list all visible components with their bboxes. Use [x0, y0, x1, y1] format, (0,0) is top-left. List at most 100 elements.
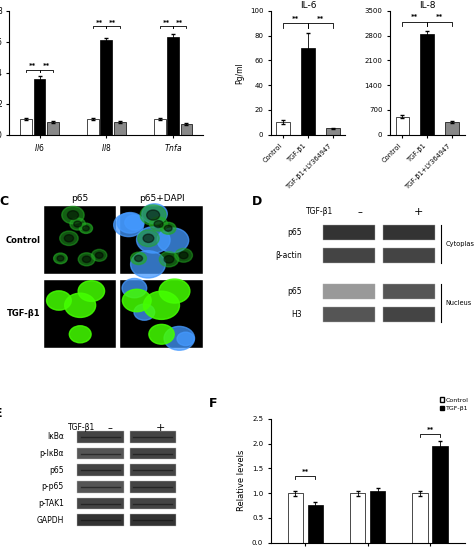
Circle shape: [69, 326, 91, 343]
Circle shape: [135, 255, 143, 261]
Bar: [181, 124, 192, 135]
Circle shape: [64, 235, 73, 242]
Bar: [34, 79, 46, 135]
Circle shape: [82, 256, 91, 262]
Text: –: –: [108, 423, 113, 432]
Circle shape: [54, 253, 67, 264]
Title: IL-6: IL-6: [300, 1, 316, 10]
Circle shape: [79, 223, 92, 233]
Bar: [77, 481, 124, 493]
Circle shape: [60, 231, 78, 246]
Bar: [326, 128, 340, 135]
Text: IκBα: IκBα: [47, 432, 64, 441]
Circle shape: [64, 293, 96, 317]
Text: C: C: [0, 195, 9, 208]
Circle shape: [122, 289, 151, 312]
Bar: [383, 307, 436, 322]
Text: Cytoplasm: Cytoplasm: [445, 241, 474, 247]
Bar: [383, 248, 436, 263]
Circle shape: [125, 215, 144, 230]
Bar: [301, 48, 315, 135]
Circle shape: [159, 279, 190, 303]
Circle shape: [157, 228, 189, 253]
Text: Control: Control: [6, 236, 40, 245]
Bar: [288, 493, 303, 543]
Bar: [370, 490, 385, 543]
Bar: [47, 122, 59, 135]
Bar: [154, 119, 165, 135]
Circle shape: [82, 226, 89, 231]
Text: p65: p65: [287, 287, 302, 296]
Circle shape: [142, 204, 167, 224]
Circle shape: [91, 249, 107, 261]
Text: **: **: [317, 16, 324, 22]
Circle shape: [70, 218, 85, 230]
Text: p65: p65: [72, 193, 89, 203]
Text: **: **: [163, 20, 170, 26]
Text: **: **: [436, 14, 443, 20]
Bar: [129, 515, 176, 526]
Circle shape: [140, 205, 166, 225]
Bar: [45, 280, 116, 348]
Text: F: F: [209, 397, 218, 410]
Text: Nucleus: Nucleus: [445, 300, 472, 306]
Circle shape: [78, 281, 105, 301]
Text: H3: H3: [291, 310, 302, 319]
Bar: [420, 34, 434, 135]
Circle shape: [62, 206, 84, 224]
Circle shape: [179, 252, 188, 259]
Circle shape: [161, 222, 176, 234]
Text: **: **: [176, 20, 183, 26]
Text: D: D: [252, 195, 262, 208]
Bar: [276, 122, 290, 135]
Circle shape: [122, 278, 147, 298]
Text: p-TAK1: p-TAK1: [38, 499, 64, 508]
Text: p-p65: p-p65: [41, 482, 64, 492]
Bar: [120, 206, 203, 273]
Bar: [323, 248, 375, 263]
Bar: [77, 448, 124, 459]
Circle shape: [117, 213, 144, 233]
Y-axis label: Relative levels: Relative levels: [237, 450, 246, 511]
Circle shape: [143, 234, 154, 242]
Text: **: **: [96, 20, 103, 26]
Circle shape: [78, 253, 95, 266]
Text: p65: p65: [49, 466, 64, 475]
Bar: [20, 119, 32, 135]
Bar: [323, 284, 375, 299]
Circle shape: [67, 210, 79, 219]
Text: +: +: [413, 207, 423, 217]
Text: E: E: [0, 407, 2, 420]
Text: p-IκBα: p-IκBα: [39, 449, 64, 458]
Circle shape: [164, 225, 172, 231]
Circle shape: [144, 291, 180, 319]
Bar: [167, 37, 179, 135]
Title: IL-8: IL-8: [419, 1, 436, 10]
Text: p65+DAPI: p65+DAPI: [139, 193, 184, 203]
Bar: [77, 464, 124, 476]
Bar: [432, 446, 448, 543]
Text: GAPDH: GAPDH: [36, 516, 64, 525]
Text: **: **: [301, 469, 309, 475]
Circle shape: [146, 210, 160, 220]
Bar: [129, 431, 176, 443]
Circle shape: [150, 217, 167, 231]
Circle shape: [149, 324, 174, 344]
Circle shape: [175, 248, 192, 262]
Text: **: **: [411, 14, 419, 20]
Text: **: **: [29, 63, 36, 69]
Text: **: **: [109, 20, 117, 26]
Bar: [350, 493, 365, 543]
Circle shape: [138, 230, 159, 247]
Bar: [396, 117, 409, 135]
Circle shape: [95, 252, 103, 258]
Y-axis label: Pg/ml: Pg/ml: [235, 62, 244, 84]
Circle shape: [57, 256, 64, 261]
Text: **: **: [427, 427, 434, 433]
Circle shape: [154, 220, 163, 227]
Bar: [383, 225, 436, 241]
Bar: [77, 431, 124, 443]
Text: –: –: [357, 207, 363, 217]
Bar: [323, 225, 375, 241]
Bar: [308, 505, 323, 543]
